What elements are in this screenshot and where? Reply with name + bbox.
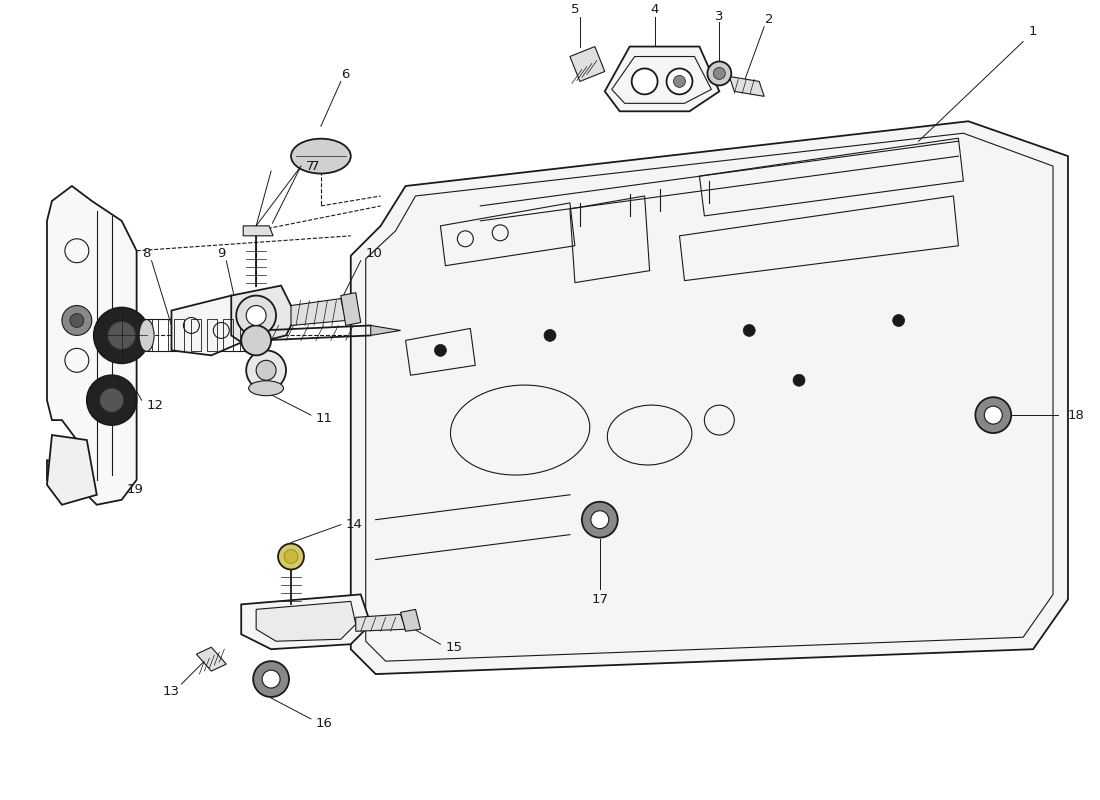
Polygon shape <box>341 293 361 326</box>
Text: 14: 14 <box>345 518 363 531</box>
Ellipse shape <box>249 381 284 396</box>
Text: 9: 9 <box>217 247 226 260</box>
Circle shape <box>87 375 136 425</box>
Polygon shape <box>292 298 345 326</box>
Circle shape <box>984 406 1002 424</box>
Circle shape <box>94 307 150 363</box>
Text: 10: 10 <box>365 247 383 260</box>
Circle shape <box>714 67 725 79</box>
Polygon shape <box>570 46 605 82</box>
Circle shape <box>278 544 304 570</box>
Text: europes: europes <box>541 294 818 466</box>
Circle shape <box>744 325 756 337</box>
Text: 6: 6 <box>342 68 350 81</box>
Circle shape <box>582 502 618 538</box>
Text: 5: 5 <box>571 3 580 16</box>
Circle shape <box>70 314 84 327</box>
Polygon shape <box>243 226 273 236</box>
Text: 11: 11 <box>316 411 333 425</box>
Text: 16: 16 <box>316 718 333 730</box>
Text: 3: 3 <box>715 10 724 23</box>
Polygon shape <box>231 286 296 346</box>
Circle shape <box>62 306 91 335</box>
Text: a passion for parts: a passion for parts <box>544 413 755 527</box>
Polygon shape <box>605 46 719 111</box>
Polygon shape <box>256 602 355 642</box>
Polygon shape <box>172 295 246 355</box>
Text: 7: 7 <box>306 159 315 173</box>
Circle shape <box>246 306 266 326</box>
Circle shape <box>241 326 271 355</box>
Circle shape <box>434 344 447 356</box>
Text: 15: 15 <box>446 641 462 654</box>
Ellipse shape <box>292 138 351 174</box>
Polygon shape <box>197 647 227 671</box>
Circle shape <box>284 550 298 563</box>
Ellipse shape <box>139 319 154 351</box>
Circle shape <box>544 330 556 342</box>
Circle shape <box>976 397 1011 433</box>
Circle shape <box>591 510 608 529</box>
Polygon shape <box>351 122 1068 674</box>
Text: 4: 4 <box>650 3 659 16</box>
Text: 13: 13 <box>163 685 180 698</box>
Text: 2: 2 <box>764 13 773 26</box>
Circle shape <box>246 350 286 390</box>
Circle shape <box>236 295 276 335</box>
Polygon shape <box>241 594 371 649</box>
Circle shape <box>707 62 732 86</box>
Polygon shape <box>47 186 136 505</box>
Circle shape <box>100 388 123 412</box>
Circle shape <box>667 69 692 94</box>
Circle shape <box>262 670 280 688</box>
Text: 18: 18 <box>1068 409 1085 422</box>
Text: 17: 17 <box>592 593 608 606</box>
Text: 19: 19 <box>126 483 143 496</box>
Circle shape <box>893 314 904 326</box>
Text: 7: 7 <box>311 159 319 173</box>
Text: 1: 1 <box>1028 25 1037 38</box>
Circle shape <box>256 360 276 380</box>
Text: 12: 12 <box>146 398 164 412</box>
Polygon shape <box>47 435 97 505</box>
Circle shape <box>253 661 289 697</box>
Polygon shape <box>355 614 406 631</box>
Circle shape <box>108 322 135 350</box>
Polygon shape <box>371 326 400 335</box>
Polygon shape <box>729 77 764 96</box>
Circle shape <box>673 75 685 87</box>
Polygon shape <box>400 610 420 631</box>
Text: 8: 8 <box>142 247 151 260</box>
Circle shape <box>631 69 658 94</box>
Circle shape <box>793 374 805 386</box>
